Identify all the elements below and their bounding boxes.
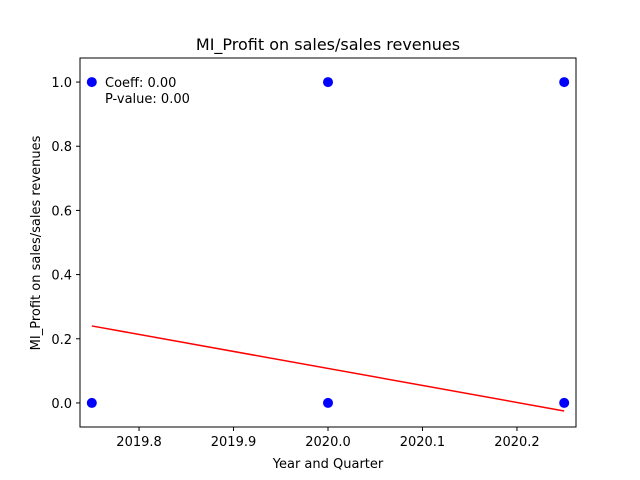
p-value-annotation: P-value: 0.00: [105, 92, 190, 107]
x-tick-label-3: 2020.1: [400, 435, 446, 450]
data-point-0-0: [86, 77, 97, 88]
data-point-0-2: [323, 77, 333, 88]
x-tick-label-0: 2019.8: [116, 435, 162, 450]
y-tick-label-2: 0.4: [51, 269, 72, 284]
data-point-0-1: [86, 397, 97, 408]
y-tick-label-3: 0.6: [51, 204, 72, 219]
y-tick-label-0: 0.0: [51, 397, 72, 412]
x-tick-label-2: 2020.0: [305, 435, 351, 450]
regression-line: [91, 325, 565, 412]
plot-area: 2019.8 2019.9 2020.0 2020.1 2020.2 0.0 0.2 0.4 0…: [51, 57, 577, 450]
data-point-0-3: [323, 397, 333, 408]
x-tick-label-1: 2019.9: [211, 435, 257, 450]
coeff-annotation: Coeff: 0.00: [105, 76, 176, 91]
plot-frame: [79, 57, 577, 428]
x-tick-label-4: 2020.2: [494, 435, 540, 450]
data-point-0-5: [559, 397, 570, 408]
y-tick-label-1: 0.2: [51, 333, 72, 348]
y-tick-label-4: 0.8: [51, 140, 72, 155]
data-point-0-4: [559, 77, 570, 88]
x-axis-label: Year and Quarter: [272, 457, 384, 472]
chart-title: MI_Profit on sales/sales revenues: [196, 35, 460, 55]
y-axis-label: MI_Profit on sales/sales revenues: [29, 135, 44, 350]
y-tick-label-5: 1.0: [51, 76, 72, 91]
